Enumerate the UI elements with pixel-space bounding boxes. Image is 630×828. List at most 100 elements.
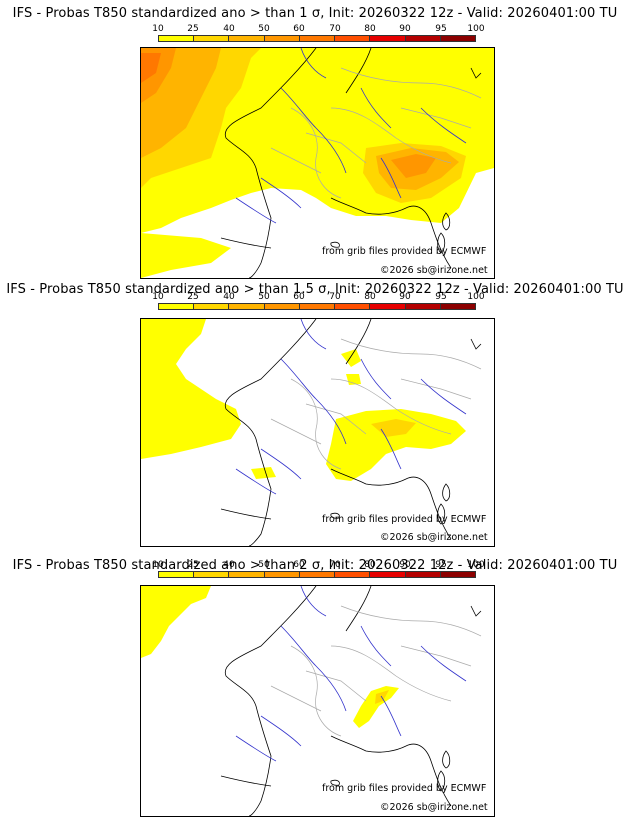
probability-field (141, 586, 399, 728)
legend-swatch (335, 572, 371, 577)
legend-tick: 10 (152, 24, 164, 34)
legend-tick: 70 (329, 24, 341, 34)
legend-swatch (299, 304, 336, 309)
color-legend: 10 25 40 50 60 70 80 90 95 100 (152, 292, 485, 310)
data-credit: from grib files provided by ECMWF (322, 514, 487, 525)
legend-tick: 90 (399, 292, 411, 302)
prob-area-10c (341, 349, 361, 367)
panel-title: IFS - Probas T850 standardized ano > tha… (12, 558, 618, 573)
borders (270, 67, 482, 199)
panel-title: IFS - Probas T850 standardized ano > tha… (12, 6, 618, 21)
legend-tick: 60 (293, 292, 305, 302)
legend-tick: 95 (435, 24, 447, 34)
legend-tick: 100 (467, 560, 485, 570)
legend-tick: 80 (364, 292, 376, 302)
color-legend: 10 25 40 50 60 70 80 90 95 100 (152, 24, 485, 42)
legend-tick: 50 (258, 292, 270, 302)
color-legend: 10 25 40 50 60 70 80 90 95 100 (152, 560, 485, 578)
coastlines (220, 48, 482, 278)
legend-swatch (370, 304, 406, 309)
legend-tick: 50 (258, 24, 270, 34)
legend-swatch (194, 304, 230, 309)
map-panel-2: IFS - Probas T850 standardized ano > tha… (0, 276, 630, 552)
probability-map (140, 585, 495, 817)
data-credit: from grib files provided by ECMWF (322, 783, 487, 794)
prob-area-60 (141, 53, 161, 83)
prob-area-25 (371, 419, 416, 437)
legend-tick: 80 (364, 560, 376, 570)
legend-swatch (335, 36, 371, 41)
legend-color-bar (158, 303, 476, 310)
legend-tick: 50 (258, 560, 270, 570)
rivers (235, 586, 467, 762)
legend-tick: 10 (152, 560, 164, 570)
legend-tick: 70 (329, 292, 341, 302)
legend-swatch (229, 304, 265, 309)
legend-tick: 100 (467, 24, 485, 34)
legend-tick-labels: 10 25 40 50 60 70 80 90 95 100 (152, 292, 484, 303)
map-panel-3: IFS - Probas T850 standardized ano > tha… (0, 552, 630, 828)
legend-swatch (159, 304, 195, 309)
legend-swatch (194, 36, 230, 41)
legend-tick: 40 (223, 292, 235, 302)
legend-swatch (440, 304, 475, 309)
legend-swatch (264, 572, 300, 577)
probability-field (141, 48, 494, 278)
legend-tick: 95 (435, 560, 447, 570)
legend-tick-labels: 10 25 40 50 60 70 80 90 95 100 (152, 24, 484, 35)
prob-area-10 (141, 319, 241, 459)
rivers (235, 48, 467, 224)
legend-tick: 25 (187, 292, 199, 302)
legend-tick-labels: 10 25 40 50 60 70 80 90 95 100 (152, 560, 484, 571)
legend-swatch (370, 572, 406, 577)
prob-area-10b (353, 686, 399, 728)
rivers (235, 319, 467, 495)
legend-swatch (159, 36, 195, 41)
prob-area-50b (391, 154, 436, 178)
copyright-notice: ©2026 sb@irizone.net (380, 532, 488, 543)
legend-swatch (405, 36, 441, 41)
legend-swatch (405, 572, 441, 577)
data-credit: from grib files provided by ECMWF (322, 246, 487, 257)
legend-swatch (229, 572, 265, 577)
probability-field (141, 319, 466, 481)
legend-tick: 10 (152, 292, 164, 302)
legend-tick: 80 (364, 24, 376, 34)
legend-swatch (299, 36, 336, 41)
probability-map (140, 47, 495, 279)
legend-tick: 100 (467, 292, 485, 302)
probability-map (140, 318, 495, 547)
legend-tick: 60 (293, 24, 305, 34)
legend-tick: 25 (187, 560, 199, 570)
legend-color-bar (158, 35, 476, 42)
borders (270, 338, 482, 470)
legend-swatch (264, 304, 300, 309)
legend-swatch (229, 36, 265, 41)
map-panel-1: IFS - Probas T850 standardized ano > tha… (0, 0, 630, 279)
legend-tick: 60 (293, 560, 305, 570)
prob-area-10 (141, 586, 211, 658)
coastlines (220, 319, 482, 546)
legend-tick: 40 (223, 560, 235, 570)
legend-swatch (405, 304, 441, 309)
copyright-notice: ©2026 sb@irizone.net (380, 265, 488, 276)
legend-swatch (440, 572, 475, 577)
borders (270, 605, 482, 737)
legend-swatch (335, 304, 371, 309)
prob-area-10e (251, 467, 276, 479)
prob-area-10d (346, 374, 361, 385)
prob-area-10b (141, 233, 231, 278)
copyright-notice: ©2026 sb@irizone.net (380, 802, 488, 813)
panel-title: IFS - Probas T850 standardized ano > tha… (6, 282, 624, 297)
legend-swatch (370, 36, 406, 41)
legend-tick: 70 (329, 560, 341, 570)
legend-swatch (194, 572, 230, 577)
prob-area-10b (326, 409, 466, 481)
legend-swatch (159, 572, 195, 577)
legend-tick: 25 (187, 24, 199, 34)
legend-swatch (299, 572, 336, 577)
legend-tick: 95 (435, 292, 447, 302)
legend-swatch (440, 36, 475, 41)
legend-color-bar (158, 571, 476, 578)
coastlines (220, 586, 482, 816)
